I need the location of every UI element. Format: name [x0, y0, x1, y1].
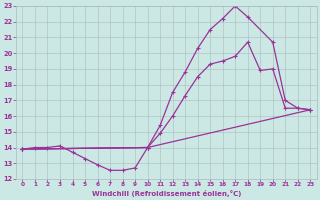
X-axis label: Windchill (Refroidissement éolien,°C): Windchill (Refroidissement éolien,°C) — [92, 190, 241, 197]
